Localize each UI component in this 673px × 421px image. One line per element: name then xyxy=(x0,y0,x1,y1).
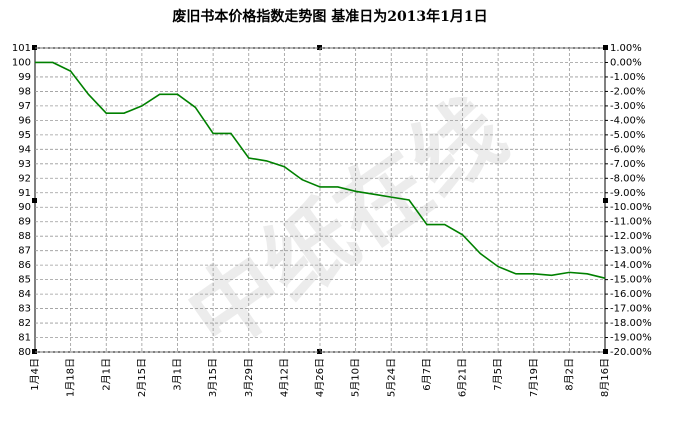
y2-tick-label: -19.00% xyxy=(610,333,652,344)
y-tick-label: 96 xyxy=(18,115,31,126)
y2-tick-label: -12.00% xyxy=(610,231,652,242)
x-tick-label: 8月2日 xyxy=(563,358,575,391)
y2-tick-label: -20.00% xyxy=(610,347,652,358)
x-tick-label: 2月15日 xyxy=(136,358,148,397)
x-tick-label: 7月19日 xyxy=(528,358,540,397)
y2-tick-label: -9.00% xyxy=(610,188,645,199)
y2-tick-label: -8.00% xyxy=(610,173,645,184)
x-tick-label: 1月18日 xyxy=(65,358,77,397)
x-tick-label: 1月4日 xyxy=(29,358,41,391)
y-tick-label: 92 xyxy=(18,173,31,184)
y-tick-label: 101 xyxy=(12,43,31,54)
x-tick-label: 3月29日 xyxy=(243,358,255,397)
y-tick-label: 82 xyxy=(18,318,31,329)
x-tick-label: 6月7日 xyxy=(421,358,433,391)
y-tick-label: 93 xyxy=(18,159,31,170)
y2-tick-label: 1.00% xyxy=(610,43,642,54)
x-tick-label: 6月21日 xyxy=(457,358,469,397)
y-tick-label: 94 xyxy=(18,144,31,155)
y-tick-label: 90 xyxy=(18,202,31,213)
y2-tick-label: -11.00% xyxy=(610,217,652,228)
y2-tick-label: -17.00% xyxy=(610,304,652,315)
y2-tick-label: -10.00% xyxy=(610,202,652,213)
y2-tick-label: -4.00% xyxy=(610,115,645,126)
x-tick-label: 8月16日 xyxy=(599,358,611,397)
y-tick-label: 91 xyxy=(18,188,31,199)
y2-tick-label: -14.00% xyxy=(610,260,652,271)
y2-tick-label: -13.00% xyxy=(610,246,652,257)
y2-tick-label: -5.00% xyxy=(610,130,645,141)
x-tick-label: 5月24日 xyxy=(385,358,397,397)
y-tick-label: 97 xyxy=(18,101,31,112)
y-tick-label: 81 xyxy=(18,333,31,344)
y2-tick-label: -18.00% xyxy=(610,318,652,329)
y-tick-label: 83 xyxy=(18,304,31,315)
y-tick-label: 86 xyxy=(18,260,31,271)
y-tick-label: 84 xyxy=(18,289,31,300)
y-tick-label: 88 xyxy=(18,231,31,242)
y2-tick-label: -3.00% xyxy=(610,101,645,112)
y2-tick-label: 0.00% xyxy=(610,57,642,68)
data-line xyxy=(35,61,606,279)
x-tick-label: 7月5日 xyxy=(492,358,504,391)
y2-tick-label: -6.00% xyxy=(610,144,645,155)
x-tick-label: 4月12日 xyxy=(278,358,290,397)
y-tick-label: 99 xyxy=(18,72,31,83)
x-tick-label: 3月15日 xyxy=(207,358,219,397)
chart-title: 废旧书本价格指数走势图 基准日为2013年1月1日 xyxy=(172,8,487,25)
y2-tick-label: -15.00% xyxy=(610,275,652,286)
y-tick-label: 87 xyxy=(18,246,31,257)
y-tick-label: 80 xyxy=(18,347,31,358)
y2-tick-label: -16.00% xyxy=(610,289,652,300)
y-tick-label: 95 xyxy=(18,130,31,141)
y2-tick-label: -7.00% xyxy=(610,159,645,170)
y-tick-label: 85 xyxy=(18,275,31,286)
x-tick-label: 3月1日 xyxy=(172,358,184,391)
y-tick-label: 89 xyxy=(18,217,31,228)
x-tick-label: 5月10日 xyxy=(350,358,362,397)
y2-tick-label: -1.00% xyxy=(610,72,645,83)
y-tick-label: 98 xyxy=(18,86,31,97)
x-tick-label: 4月26日 xyxy=(314,358,326,397)
y-tick-label: 100 xyxy=(12,57,31,68)
x-tick-label: 2月1日 xyxy=(100,358,112,391)
y2-tick-label: -2.00% xyxy=(610,86,645,97)
